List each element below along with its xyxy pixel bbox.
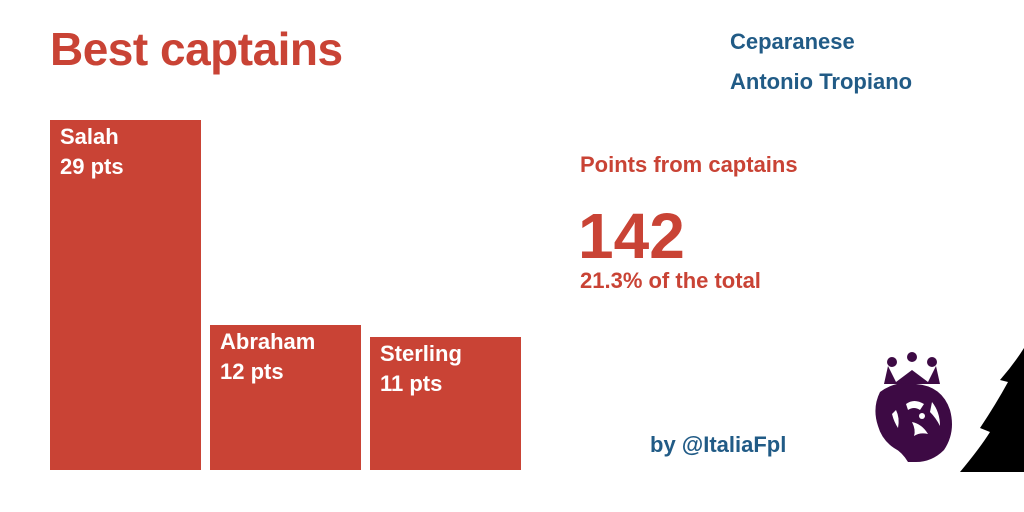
stat-heading: Points from captains — [580, 152, 798, 177]
bar-value-label: 12 pts — [220, 359, 284, 384]
author-credit: by @ItaliaFpl — [650, 432, 787, 457]
corner-decoration — [960, 348, 1024, 472]
bar-sterling: Sterling 11 pts — [370, 337, 521, 470]
bar-value-label: 11 pts — [380, 371, 443, 396]
chart-title: Best captains — [50, 23, 343, 75]
bar-salah: Salah 29 pts — [50, 120, 201, 470]
bar-abraham: Abraham 12 pts — [210, 325, 361, 470]
team-info: Ceparanese Antonio Tropiano — [730, 22, 912, 102]
bar-value-label: 29 pts — [60, 154, 124, 179]
bar-label: Abraham 12 pts — [220, 327, 315, 387]
bar-label: Salah 29 pts — [60, 122, 124, 182]
bar-category-label: Salah — [60, 124, 119, 149]
stat-percent: 21.3% of the total — [580, 268, 761, 293]
premier-league-lion-icon — [875, 352, 952, 462]
manager-name: Antonio Tropiano — [730, 69, 913, 94]
stat-value: 142 — [578, 200, 685, 272]
bar-label: Sterling 11 pts — [380, 339, 462, 399]
bar-category-label: Abraham — [220, 329, 316, 354]
team-name: Ceparanese — [730, 29, 855, 54]
bar-category-label: Sterling — [380, 341, 462, 366]
